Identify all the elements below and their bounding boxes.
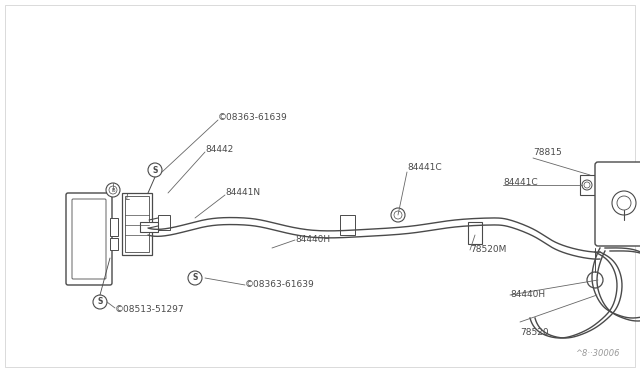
Bar [122, 193, 152, 255]
Bar [110, 238, 118, 250]
FancyBboxPatch shape [66, 193, 112, 285]
Polygon shape [340, 215, 355, 235]
Text: ©08363-61639: ©08363-61639 [218, 113, 288, 122]
Text: 84440H: 84440H [295, 235, 330, 244]
Text: 84441C: 84441C [407, 163, 442, 172]
Circle shape [93, 295, 107, 309]
Text: 84440H: 84440H [510, 290, 545, 299]
Text: 78815: 78815 [533, 148, 562, 157]
Circle shape [148, 163, 162, 177]
Bar [468, 222, 482, 244]
Circle shape [582, 180, 592, 190]
Text: 84441N: 84441N [225, 188, 260, 197]
Text: S: S [97, 298, 102, 307]
Text: ©08363-61639: ©08363-61639 [245, 280, 315, 289]
Text: 84442: 84442 [205, 145, 233, 154]
Text: ^8··30006: ^8··30006 [575, 349, 620, 358]
Circle shape [106, 183, 120, 197]
FancyBboxPatch shape [595, 162, 640, 246]
Circle shape [391, 208, 405, 222]
Circle shape [612, 191, 636, 215]
Text: L: L [126, 192, 130, 202]
Text: S: S [192, 273, 198, 282]
Text: 78520M: 78520M [470, 245, 506, 254]
Bar [110, 218, 118, 236]
Text: S: S [152, 166, 157, 174]
Bar [580, 175, 595, 195]
Text: 78520: 78520 [520, 328, 548, 337]
Circle shape [587, 272, 603, 288]
Bar [140, 222, 158, 232]
Bar [125, 196, 149, 252]
Text: B: B [111, 187, 115, 192]
Bar [158, 215, 170, 230]
Text: 84441C: 84441C [503, 178, 538, 187]
Text: ©08513-51297: ©08513-51297 [115, 305, 184, 314]
Circle shape [188, 271, 202, 285]
